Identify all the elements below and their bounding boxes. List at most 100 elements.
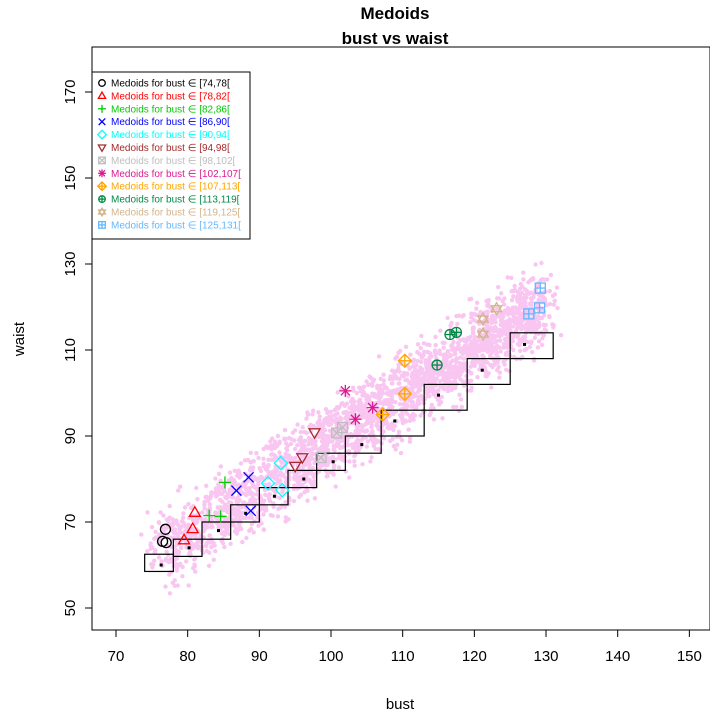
- cloud-point: [363, 422, 368, 427]
- cloud-point: [184, 545, 189, 550]
- cloud-point: [261, 461, 266, 467]
- cloud-point: [344, 401, 349, 406]
- cloud-point: [219, 513, 224, 518]
- cloud-point: [543, 322, 548, 328]
- cloud-point: [360, 437, 365, 442]
- cloud-point: [471, 325, 476, 331]
- cloud-point: [390, 421, 395, 426]
- legend-symbol: [98, 117, 106, 126]
- cloud-point: [517, 302, 523, 307]
- cloud-point: [525, 339, 530, 345]
- cloud-point: [474, 306, 479, 311]
- cloud-point: [344, 410, 350, 416]
- cloud-point: [209, 490, 214, 495]
- cloud-point: [316, 433, 321, 439]
- cloud-point: [310, 412, 315, 417]
- cloud-point: [258, 476, 264, 481]
- legend-symbol: [98, 195, 106, 204]
- cloud-point: [388, 404, 394, 409]
- cloud-point: [395, 442, 400, 447]
- cloud-point: [531, 328, 536, 333]
- cloud-point: [473, 360, 478, 365]
- cloud-point: [252, 497, 258, 502]
- cloud-point: [244, 535, 249, 541]
- cloud-point: [364, 401, 370, 406]
- cloud-point: [471, 348, 477, 353]
- cloud-point: [238, 504, 244, 510]
- cloud-point: [172, 578, 177, 583]
- cloud-point: [148, 546, 153, 551]
- legend-symbol: [98, 169, 106, 178]
- cloud-point: [425, 393, 430, 398]
- bin-center-dot: [393, 419, 397, 423]
- cloud-point: [203, 526, 208, 531]
- y-axis: 50 70 90 110 130 150 170: [62, 79, 93, 616]
- cloud-point: [407, 436, 413, 441]
- cloud-point: [493, 340, 498, 345]
- cloud-point: [225, 495, 230, 500]
- cloud-point: [207, 502, 212, 507]
- cloud-point: [393, 356, 398, 361]
- cloud-point: [481, 361, 486, 367]
- cloud-point: [238, 473, 243, 478]
- cloud-point: [202, 502, 207, 507]
- cloud-point: [522, 297, 527, 303]
- medoid-point: [245, 505, 257, 517]
- cloud-point: [273, 455, 279, 460]
- cloud-point: [410, 384, 415, 389]
- cloud-point: [375, 386, 380, 391]
- cloud-point: [340, 454, 345, 459]
- cloud-point: [419, 353, 424, 358]
- medoid-point: [533, 302, 546, 314]
- cloud-point: [374, 423, 379, 428]
- cloud-point: [322, 417, 327, 423]
- cloud-point: [247, 528, 252, 533]
- cloud-point: [305, 498, 310, 503]
- cloud-point: [335, 390, 340, 395]
- cloud-point: [529, 296, 535, 301]
- cloud-point: [448, 352, 453, 358]
- cloud-point: [419, 333, 424, 339]
- cloud-point: [535, 345, 541, 350]
- medoid-point: [534, 282, 546, 294]
- cloud-point: [207, 533, 212, 538]
- cloud-point: [195, 497, 200, 502]
- cloud-point: [537, 315, 542, 320]
- cloud-point: [479, 340, 484, 345]
- cloud-point: [539, 342, 545, 348]
- cloud-point: [150, 565, 155, 570]
- legend-symbol: [96, 129, 108, 140]
- cloud-point: [368, 437, 374, 442]
- cloud-point: [477, 345, 482, 350]
- cloud-point: [505, 305, 511, 311]
- legend-symbol: [98, 156, 106, 165]
- series-7: [339, 384, 379, 426]
- cloud-point: [327, 417, 333, 422]
- cloud-point: [493, 326, 499, 331]
- cloud-point: [361, 389, 366, 395]
- cloud-point: [190, 526, 195, 531]
- cloud-point: [174, 556, 179, 561]
- cloud-point: [399, 373, 405, 378]
- cloud-point: [452, 350, 457, 355]
- series-4: [260, 455, 290, 498]
- cloud-point: [335, 411, 340, 416]
- cloud-point: [312, 479, 317, 484]
- bin-center-dot: [480, 368, 484, 372]
- medoid-point: [295, 453, 309, 465]
- cloud-point: [515, 334, 520, 339]
- series-6: [315, 421, 349, 464]
- cloud-point: [325, 409, 330, 414]
- cloud-point: [167, 591, 173, 596]
- cloud-point: [364, 397, 369, 402]
- cloud-point: [381, 372, 386, 377]
- medoid-point: [476, 311, 490, 327]
- series-2: [203, 476, 231, 523]
- cloud-point: [445, 349, 451, 354]
- cloud-point: [356, 446, 362, 452]
- cloud-point: [271, 504, 276, 510]
- cloud-point: [284, 441, 289, 446]
- series-9: [431, 326, 463, 371]
- y-tick-label: 130: [62, 251, 79, 276]
- cloud-point: [453, 363, 458, 369]
